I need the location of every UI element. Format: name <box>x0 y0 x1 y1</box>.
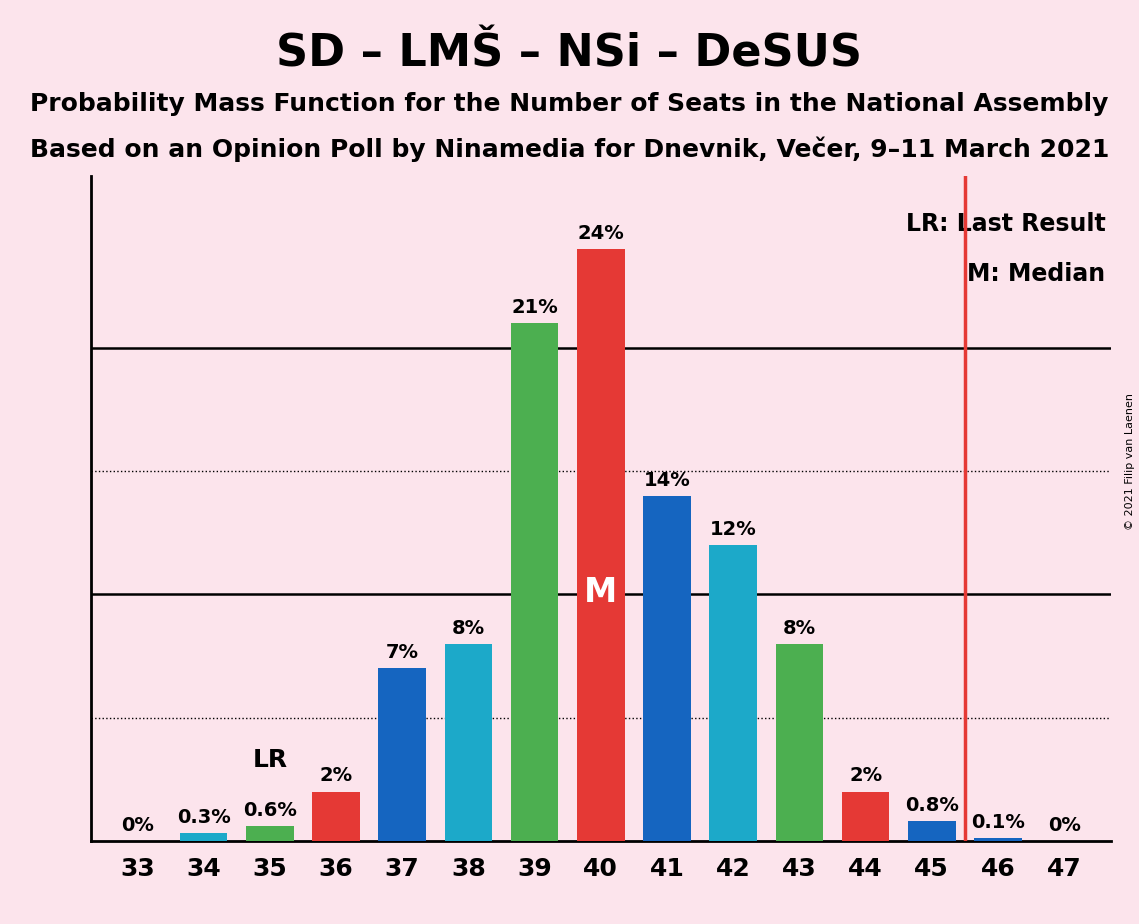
Bar <box>908 821 956 841</box>
Text: 0.3%: 0.3% <box>177 808 230 827</box>
Text: M: Median: M: Median <box>967 262 1106 286</box>
Text: SD – LMŠ – NSi – DeSUS: SD – LMŠ – NSi – DeSUS <box>277 32 862 76</box>
Text: M: M <box>584 576 617 609</box>
Text: LR: LR <box>252 748 287 772</box>
Bar <box>842 792 890 841</box>
Text: 2%: 2% <box>319 766 353 785</box>
Bar <box>974 838 1022 841</box>
Text: 14%: 14% <box>644 470 690 490</box>
Bar <box>312 792 360 841</box>
Text: LR: Last Result: LR: Last Result <box>906 213 1106 237</box>
Bar <box>644 496 691 841</box>
Text: © 2021 Filip van Laenen: © 2021 Filip van Laenen <box>1125 394 1134 530</box>
Text: 8%: 8% <box>452 618 485 638</box>
Bar <box>180 833 228 841</box>
Text: 2%: 2% <box>849 766 883 785</box>
Text: 0.8%: 0.8% <box>904 796 959 815</box>
Text: 8%: 8% <box>782 618 816 638</box>
Text: Based on an Opinion Poll by Ninamedia for Dnevnik, Večer, 9–11 March 2021: Based on an Opinion Poll by Ninamedia fo… <box>30 137 1109 163</box>
Bar <box>510 323 558 841</box>
Text: 24%: 24% <box>577 225 624 243</box>
Bar <box>710 545 757 841</box>
Bar <box>776 644 823 841</box>
Text: Probability Mass Function for the Number of Seats in the National Assembly: Probability Mass Function for the Number… <box>31 92 1108 116</box>
Bar <box>444 644 492 841</box>
Bar <box>378 668 426 841</box>
Text: 0.6%: 0.6% <box>243 801 297 820</box>
Bar <box>577 249 624 841</box>
Bar <box>246 826 294 841</box>
Text: 0%: 0% <box>1048 816 1081 834</box>
Text: 0%: 0% <box>121 816 154 834</box>
Text: 12%: 12% <box>710 520 756 539</box>
Text: 0.1%: 0.1% <box>972 813 1025 833</box>
Text: 7%: 7% <box>386 643 419 663</box>
Text: 21%: 21% <box>511 298 558 317</box>
